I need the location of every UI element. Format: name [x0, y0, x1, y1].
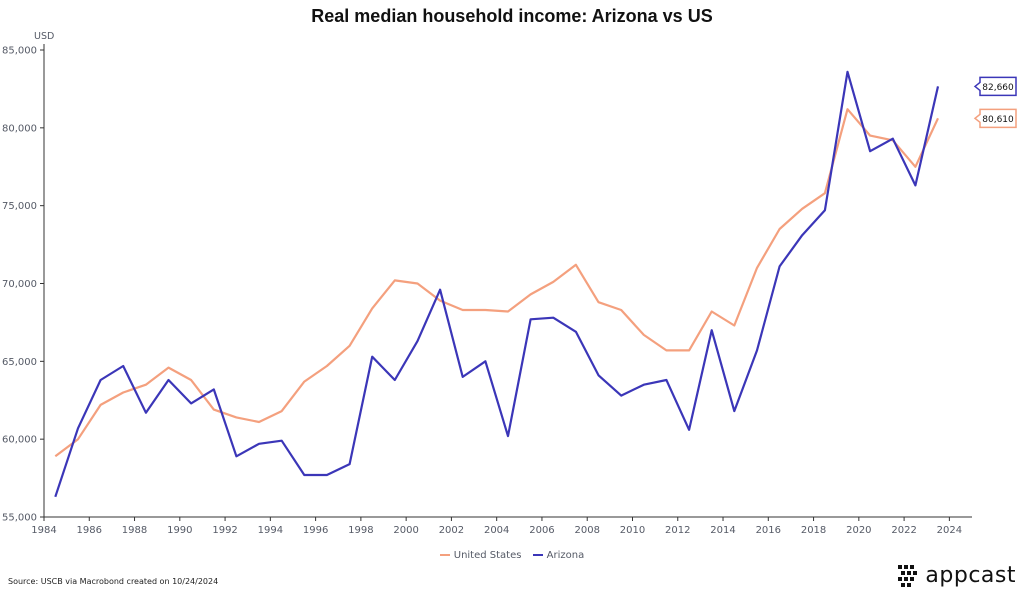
legend-label-arizona: Arizona — [546, 550, 585, 561]
legend-item-us: United States — [439, 550, 522, 561]
end-label-text: 80,610 — [982, 115, 1014, 125]
x-tick-label: 2016 — [756, 525, 781, 536]
y-tick-label: 55,000 — [2, 513, 37, 524]
x-tick-label: 2008 — [574, 525, 599, 536]
y-tick-label: 75,000 — [2, 201, 37, 212]
legend-item-arizona: Arizona — [532, 550, 585, 561]
x-tick-label: 1998 — [348, 525, 373, 536]
x-tick-label: 2002 — [439, 525, 464, 536]
legend-label-us: United States — [453, 550, 522, 561]
brand-name: appcast — [925, 563, 1016, 588]
end-labels: 82,660 80,610 — [973, 76, 1017, 129]
series-line-arizona — [54, 70, 940, 498]
y-axis-ticks: 55,000 60,000 65,000 70,000 75,000 80,000 85,0… — [2, 46, 44, 524]
y-tick-label: 65,000 — [2, 357, 37, 368]
x-tick-label: 2006 — [529, 525, 554, 536]
x-tick-label: 1992 — [212, 525, 237, 536]
y-tick-label: 85,000 — [2, 46, 37, 57]
series-line-united-states — [54, 108, 939, 458]
y-tick-label: 70,000 — [2, 279, 37, 290]
chart-title: Real median household income: Arizona vs… — [311, 6, 713, 26]
x-tick-label: 1984 — [31, 525, 56, 536]
x-tick-label: 1986 — [77, 525, 102, 536]
x-tick-label: 1988 — [122, 525, 147, 536]
x-tick-label: 2020 — [846, 525, 871, 536]
axes — [43, 44, 972, 518]
x-tick-label: 2010 — [620, 525, 645, 536]
end-label-text: 82,660 — [982, 83, 1014, 93]
y-tick-label: 60,000 — [2, 435, 37, 446]
end-label-arizona: 82,660 — [973, 76, 1017, 97]
x-tick-label: 2024 — [937, 525, 962, 536]
y-tick-label: 80,000 — [2, 123, 37, 134]
x-tick-label: 1994 — [258, 525, 283, 536]
x-tick-label: 2022 — [891, 525, 916, 536]
x-tick-label: 2018 — [801, 525, 826, 536]
brand-logo: appcast — [898, 563, 1016, 588]
legend-swatch-arizona — [532, 554, 543, 556]
appcast-logo-icon — [898, 564, 918, 587]
y-axis-unit-label: USD — [34, 31, 54, 42]
x-tick-label: 2000 — [393, 525, 418, 536]
x-tick-label: 2012 — [665, 525, 690, 536]
legend-swatch-us — [439, 554, 450, 556]
series-layer — [54, 70, 940, 498]
x-axis-ticks: 1984 1986 1988 1990 1992 1994 1996 1998 2000 2002… — [31, 517, 962, 536]
end-label-box — [973, 76, 1017, 97]
x-tick-label: 2014 — [710, 525, 735, 536]
end-label-box — [973, 108, 1017, 129]
x-tick-label: 1990 — [167, 525, 192, 536]
x-tick-label: 2004 — [484, 525, 509, 536]
source-note: Source: USCB via Macrobond created on 10… — [8, 577, 219, 586]
x-tick-label: 1996 — [303, 525, 328, 536]
legend: United States Arizona — [0, 550, 1024, 561]
end-label-united-states: 80,610 — [973, 108, 1017, 129]
